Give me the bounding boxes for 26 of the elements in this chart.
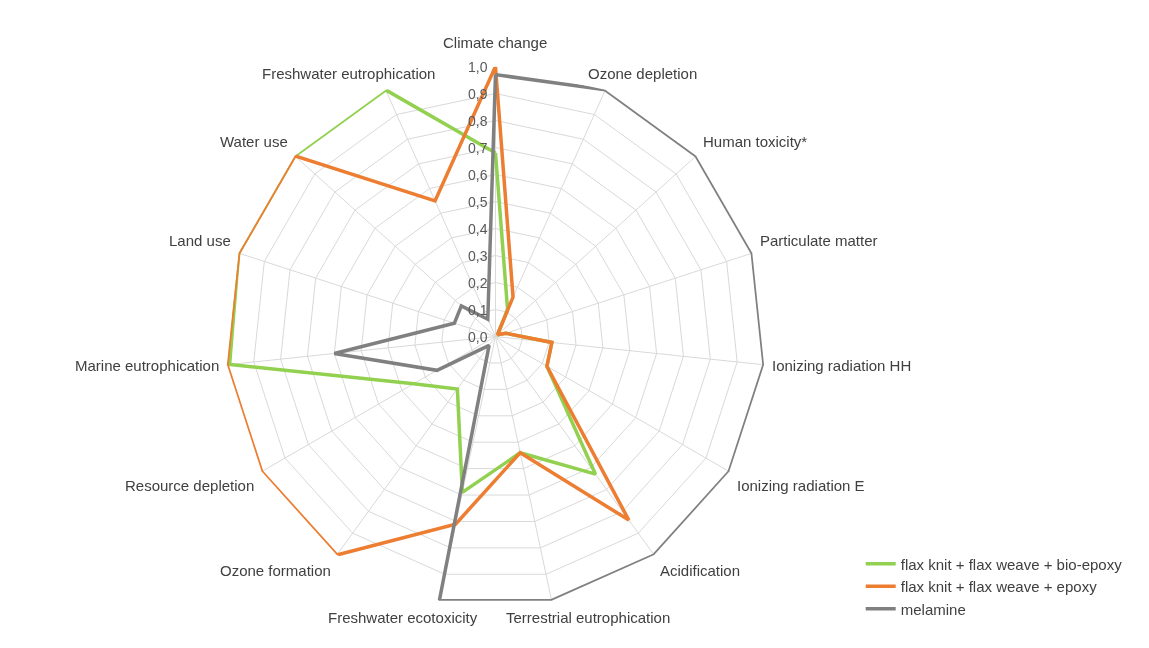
y-tick-label: 0,6: [468, 167, 488, 183]
y-tick-label: 0,3: [468, 248, 488, 264]
spoke-label: Terrestrial eutrophication: [506, 609, 671, 626]
y-tick-label: 0,4: [468, 221, 488, 237]
spoke-label: Ionizing radiation E: [737, 477, 865, 494]
y-tick-label: 0,7: [468, 140, 488, 156]
spoke-label: Acidification: [660, 562, 741, 579]
spoke-label: Resource depletion: [125, 477, 255, 494]
y-tick-label: 0,2: [468, 275, 488, 291]
spoke-label: Freshwater eutrophication: [262, 65, 436, 82]
spoke-label: Particulate matter: [760, 232, 878, 249]
y-tick-label: 0,5: [468, 194, 488, 210]
spoke-label: Freshwater ecotoxicity: [328, 609, 478, 626]
legend-label: flax knit + flax weave + bio-epoxy: [900, 555, 1123, 573]
spoke-label: Ozone depletion: [588, 65, 698, 82]
spoke-label: Climate change: [443, 34, 548, 51]
spoke-label: Land use: [169, 232, 231, 249]
legend-label: flax knit + flax weave + epoxy: [900, 578, 1098, 596]
spoke-label: Human toxicity*: [703, 133, 808, 150]
spoke-label: Water use: [220, 133, 288, 150]
spoke-label: Marine eutrophication: [75, 357, 220, 374]
legend-label: melamine: [900, 600, 966, 618]
spoke-label: Ionizing radiation HH: [772, 357, 912, 374]
spoke-label: Ozone formation: [220, 562, 331, 579]
y-tick-label: 1,0: [468, 59, 488, 75]
y-tick-label: 0,0: [468, 329, 488, 345]
